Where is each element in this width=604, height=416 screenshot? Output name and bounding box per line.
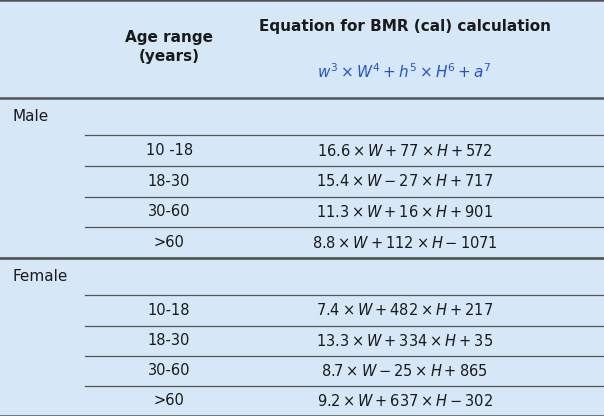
Text: $13.3 \times W + 334 \times H + 35$: $13.3 \times W + 334 \times H + 35$ (316, 333, 493, 349)
Text: 30-60: 30-60 (148, 363, 190, 378)
Text: $16.6 \times W + 77 \times H + 572$: $16.6 \times W + 77 \times H + 572$ (317, 143, 492, 158)
Text: Male: Male (12, 109, 48, 124)
Text: 18-30: 18-30 (148, 333, 190, 348)
Text: 10 -18: 10 -18 (146, 143, 193, 158)
Text: $w^3 \times W^4 + h^5 \times H^6 + a^7$: $w^3 \times W^4 + h^5 \times H^6 + a^7$ (317, 62, 492, 81)
Text: $8.7 \times W - 25 \times H + 865$: $8.7 \times W - 25 \times H + 865$ (321, 363, 488, 379)
Text: 10-18: 10-18 (148, 303, 190, 318)
Text: 18-30: 18-30 (148, 174, 190, 189)
Text: $8.8 \times W + 112 \times H - 1071$: $8.8 \times W + 112 \times H - 1071$ (312, 235, 498, 250)
Text: Equation for BMR (cal) calculation: Equation for BMR (cal) calculation (259, 19, 551, 34)
Text: 30-60: 30-60 (148, 204, 190, 219)
Text: >60: >60 (153, 394, 185, 409)
Text: $15.4 \times W - 27 \times H + 717$: $15.4 \times W - 27 \times H + 717$ (316, 173, 493, 189)
Text: >60: >60 (153, 235, 185, 250)
Text: $7.4 \times W + 482 \times H + 217$: $7.4 \times W + 482 \times H + 217$ (316, 302, 493, 318)
Text: Female: Female (12, 269, 68, 284)
Text: $9.2 \times W + 637 \times H - 302$: $9.2 \times W + 637 \times H - 302$ (316, 393, 493, 409)
Text: $11.3 \times W + 16 \times H + 901$: $11.3 \times W + 16 \times H + 901$ (316, 204, 493, 220)
Text: Age range
(years): Age range (years) (125, 30, 213, 64)
